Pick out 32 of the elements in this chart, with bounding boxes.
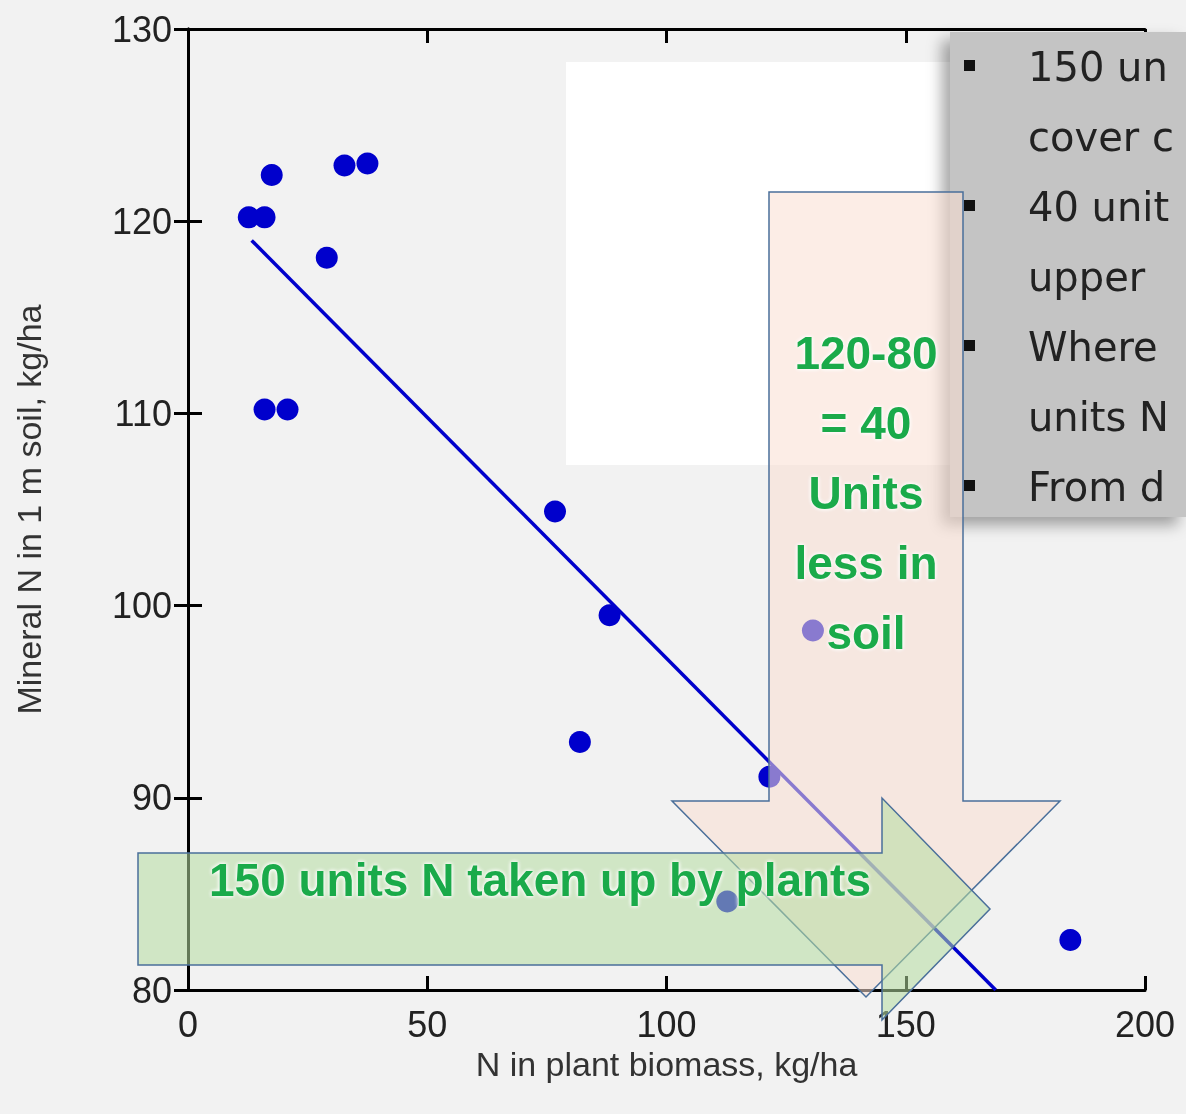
- point: [598, 604, 621, 627]
- x-tick-label: 200: [1114, 1003, 1176, 1045]
- y-axis-title: Mineral N in 1 m soil, kg/ha: [10, 304, 48, 715]
- point: [1059, 929, 1082, 952]
- point: [333, 154, 356, 177]
- annotation: From d: [1028, 463, 1167, 512]
- point: [801, 619, 824, 642]
- x-axis-title: N in plant biomass, kg/ha: [475, 1044, 858, 1083]
- point: [544, 500, 567, 523]
- y-tick-label: 120: [111, 200, 172, 242]
- point: [356, 152, 379, 175]
- x-tick-label: 100: [636, 1003, 697, 1045]
- y-tick-label: 110: [114, 392, 172, 434]
- point: [253, 206, 276, 229]
- point: [276, 398, 299, 421]
- annotation: Where units N: [1028, 323, 1170, 442]
- x-tick-label: 0: [177, 1003, 199, 1045]
- x-tick-label: 150: [875, 1003, 936, 1045]
- y-tick-label: 130: [111, 8, 172, 50]
- annotation: 40 unit upper: [1028, 183, 1171, 302]
- annotation: 150 un cover c: [1028, 43, 1175, 162]
- y-tick-label: 80: [131, 969, 172, 1011]
- point: [260, 164, 283, 187]
- point: [568, 731, 591, 754]
- annotation: 150 units N taken up by plants: [207, 853, 872, 908]
- y-tick-label: 90: [131, 777, 172, 819]
- point: [315, 246, 338, 269]
- point: [758, 765, 781, 788]
- x-tick-label: 50: [407, 1003, 448, 1045]
- point: [253, 398, 276, 421]
- y-tick-label: 100: [111, 585, 172, 627]
- annotation: 120-80 = 40 Units less in soil: [793, 326, 939, 661]
